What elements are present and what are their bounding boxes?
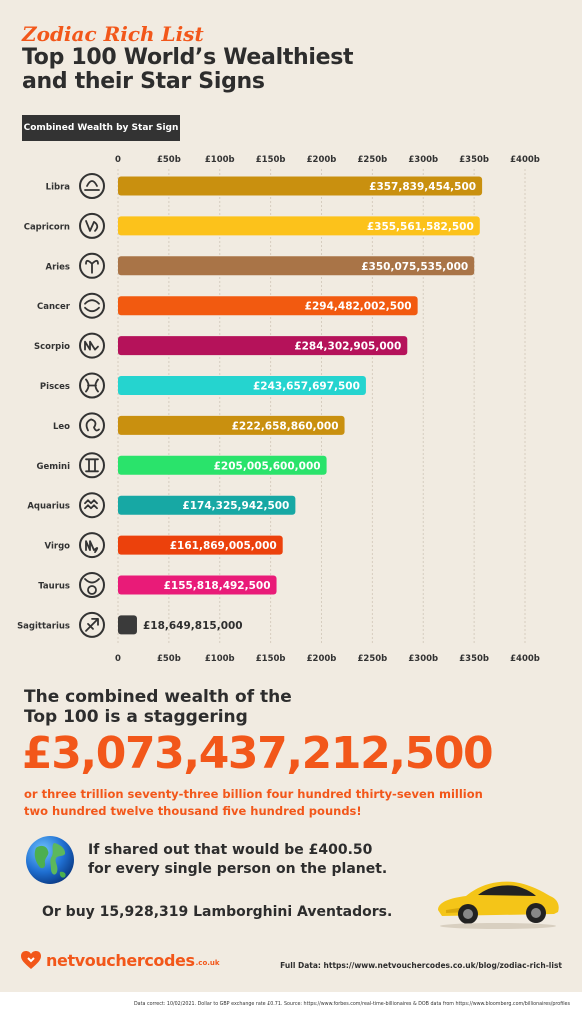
- brand-name: netvouchercodes: [46, 950, 195, 970]
- zodiac-icon: [79, 412, 105, 439]
- zodiac-glyph: [85, 220, 99, 232]
- bar-value-label: £222,658,860,000: [232, 420, 339, 432]
- headline-line-1: The combined wealth of the: [24, 687, 292, 707]
- bar: [118, 216, 480, 236]
- headline-line-2: Top 100 is a staggering: [24, 707, 248, 727]
- brand-suffix: .co.uk: [195, 959, 220, 967]
- category-label: Aries: [45, 262, 70, 272]
- zodiac-glyph: [85, 458, 99, 473]
- heart-logo-icon: [21, 951, 41, 969]
- x-tick-label-bottom: £100b: [205, 654, 235, 664]
- summary-headline: The combined wealth of the Top 100 is a …: [24, 687, 324, 727]
- category-label: Virgo: [45, 542, 71, 552]
- x-tick-label-bottom: £200b: [307, 654, 337, 664]
- bar-value-label: £205,005,600,000: [214, 460, 321, 472]
- zodiac-icon: [79, 292, 105, 319]
- zodiac-glyph: [84, 340, 99, 351]
- category-label: Gemini: [37, 462, 71, 472]
- brand-logo[interactable]: netvouchercodes .co.uk: [20, 950, 220, 970]
- x-tick-label-bottom: £400b: [510, 654, 540, 664]
- category-label: Cancer: [37, 302, 71, 312]
- bar: [118, 256, 475, 276]
- x-tick-label-top: £100b: [205, 155, 235, 165]
- zodiac-icon: [79, 492, 105, 519]
- bar-value-label: £161,869,005,000: [170, 540, 277, 552]
- title-line-2: and their Star Signs: [22, 69, 265, 94]
- category-label: Pisces: [40, 382, 70, 392]
- bar: [118, 336, 408, 356]
- bar: [118, 296, 418, 316]
- total-wealth-number: £3,073,437,212,500: [22, 728, 494, 779]
- x-tick-label-bottom: £250b: [358, 654, 388, 664]
- x-tick-label-bottom: £150b: [256, 654, 286, 664]
- bar: [118, 615, 137, 635]
- total-wealth-words: or three trillion seventy-three billion …: [24, 786, 564, 820]
- x-tick-label-bottom: £350b: [459, 654, 489, 664]
- words-line-1: or three trillion seventy-three billion …: [24, 787, 483, 801]
- category-label: Capricorn: [24, 222, 70, 232]
- bar-value-label: £357,839,454,500: [369, 181, 476, 193]
- script-title: Zodiac Rich List: [22, 22, 204, 46]
- zodiac-glyph: [84, 578, 100, 595]
- shared-line-1: If shared out that would be £400.50: [88, 842, 373, 858]
- wealth-bar-chart: 0 0 £50b £50b £100b £100b £150b £150b £200b £200b…: [17, 155, 540, 664]
- category-label: Libra: [46, 183, 71, 193]
- x-tick-label-bottom: 0: [115, 654, 121, 664]
- page-title: Top 100 World’s Wealthiest and their Sta…: [22, 46, 382, 94]
- title-line-1: Top 100 World’s Wealthiest: [22, 45, 354, 70]
- zodiac-glyph: [85, 418, 100, 432]
- bar: [118, 455, 327, 475]
- bar-value-label: £355,561,582,500: [367, 221, 474, 233]
- bar: [118, 535, 283, 555]
- zodiac-glyph: [84, 299, 100, 313]
- zodiac-icon: [79, 452, 105, 479]
- x-tick-label-top: £250b: [358, 155, 388, 165]
- x-tick-label-bottom: £50b: [157, 654, 181, 664]
- sports-car-icon: [438, 881, 559, 929]
- category-label: Scorpio: [34, 342, 70, 352]
- x-tick-label-top: £50b: [157, 155, 181, 165]
- zodiac-glyph: [85, 618, 99, 632]
- x-tick-label-bottom: £300b: [408, 654, 438, 664]
- bar: [118, 415, 345, 435]
- footer-bar: Data correct: 10/02/2021. Dollar to GBP …: [0, 992, 582, 1024]
- x-tick-label-top: £300b: [408, 155, 438, 165]
- bar: [118, 495, 296, 515]
- data-footnote: Data correct: 10/02/2021. Dollar to GBP …: [133, 1002, 570, 1007]
- bar-value-label: £155,818,492,500: [164, 580, 271, 592]
- bar-value-label: £174,325,942,500: [182, 500, 289, 512]
- zodiac-glyph: [84, 180, 100, 191]
- full-data-link[interactable]: Full Data: https://www.netvouchercodes.c…: [280, 961, 562, 970]
- category-label: Sagittarius: [17, 621, 70, 631]
- shared-text: If shared out that would be £400.50 for …: [88, 841, 448, 879]
- zodiac-icon: [79, 173, 105, 199]
- x-tick-label-top: 0: [115, 155, 121, 165]
- zodiac-glyph: [85, 540, 99, 553]
- globe-icon: [26, 836, 74, 884]
- bar: [118, 176, 483, 196]
- x-tick-label-top: £400b: [510, 155, 540, 165]
- bar: [118, 376, 366, 395]
- bar-value-label: £350,075,535,000: [361, 261, 468, 273]
- bar: [118, 575, 277, 595]
- chart-label: Combined Wealth by Star Sign: [22, 115, 180, 141]
- bar-value-label: £294,482,002,500: [305, 301, 412, 313]
- category-label: Leo: [53, 422, 70, 432]
- words-line-2: two hundred twelve thousand five hundred…: [24, 804, 362, 818]
- bar-value-label: £284,302,905,000: [294, 341, 401, 353]
- bar-value-label: £243,657,697,500: [253, 381, 360, 393]
- lamborghini-text: Or buy 15,928,319 Lamborghini Aventadors…: [42, 904, 393, 920]
- shared-line-2: for every single person on the planet.: [88, 861, 388, 877]
- x-tick-label-top: £350b: [459, 155, 489, 165]
- category-label: Taurus: [38, 582, 70, 592]
- category-label: Aquarius: [27, 502, 70, 512]
- zodiac-glyph: [84, 499, 98, 510]
- zodiac-glyph: [85, 378, 99, 393]
- x-tick-label-top: £200b: [307, 155, 337, 165]
- x-tick-label-top: £150b: [256, 155, 286, 165]
- zodiac-glyph: [85, 259, 99, 274]
- bar-value-label: £18,649,815,000: [143, 620, 243, 632]
